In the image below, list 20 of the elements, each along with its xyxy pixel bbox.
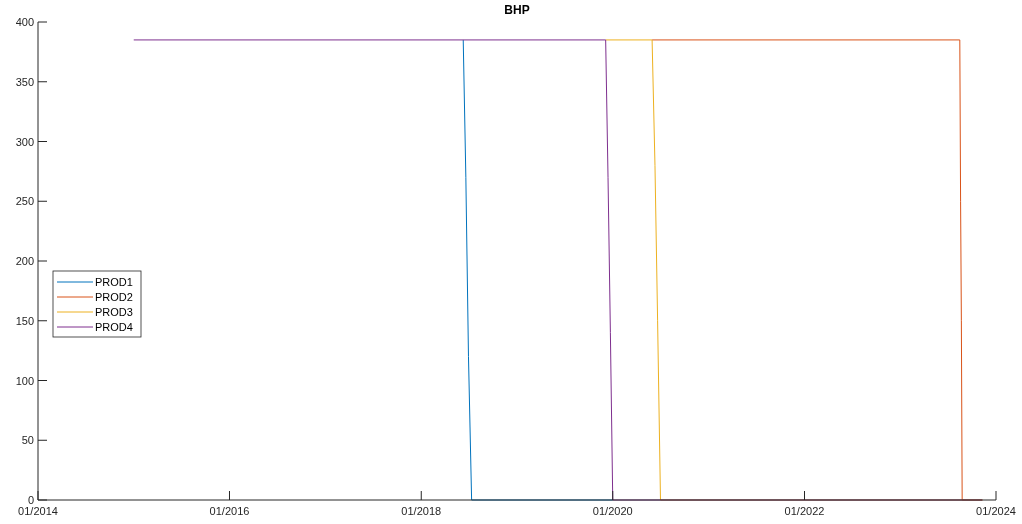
y-tick-label: 250 <box>15 195 34 208</box>
y-tick-label: 300 <box>15 135 34 148</box>
y-tick-label: 150 <box>15 314 34 327</box>
y-tick-label: 50 <box>21 434 34 447</box>
x-tick-label: 01/2024 <box>976 505 1016 517</box>
legend-label: PROD4 <box>95 321 133 333</box>
x-tick-label: 01/2022 <box>784 505 825 517</box>
y-tick-label: 200 <box>15 255 34 267</box>
y-tick-label: 0 <box>27 494 34 506</box>
y-tick-label: 400 <box>15 16 34 28</box>
x-tick-label: 01/2014 <box>18 505 58 517</box>
chart-title: BHP <box>504 3 530 17</box>
x-tick-label: 01/2020 <box>592 505 633 517</box>
x-tick-label: 01/2016 <box>209 505 250 517</box>
y-tick-label: 350 <box>15 75 34 88</box>
legend-label: PROD1 <box>95 276 133 288</box>
legend-label: PROD2 <box>95 291 133 303</box>
legend-label: PROD3 <box>95 306 133 318</box>
y-tick-label: 100 <box>15 374 34 387</box>
x-tick-label: 01/2018 <box>401 505 442 517</box>
